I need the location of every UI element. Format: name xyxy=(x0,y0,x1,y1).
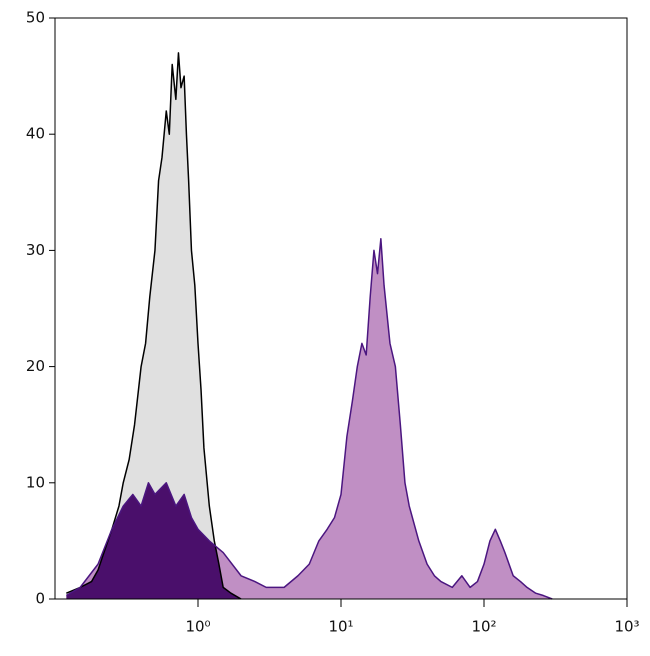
area-outline xyxy=(66,52,242,600)
x-tick-label: 10⁰ xyxy=(185,618,210,636)
x-tick-label: 10³ xyxy=(614,618,639,636)
area-fill xyxy=(66,52,242,600)
x-tick-label: 10¹ xyxy=(328,618,353,636)
overlap-fill xyxy=(66,238,242,599)
area-outline xyxy=(65,238,553,600)
y-tick-label: 0 xyxy=(35,590,45,608)
y-tick-label: 50 xyxy=(26,9,45,27)
y-tick-label: 30 xyxy=(26,241,45,259)
y-tick-label: 20 xyxy=(26,357,45,375)
y-tick-label: 40 xyxy=(26,125,45,143)
y-tick-label: 10 xyxy=(26,473,45,491)
x-tick-label: 10² xyxy=(471,618,496,636)
